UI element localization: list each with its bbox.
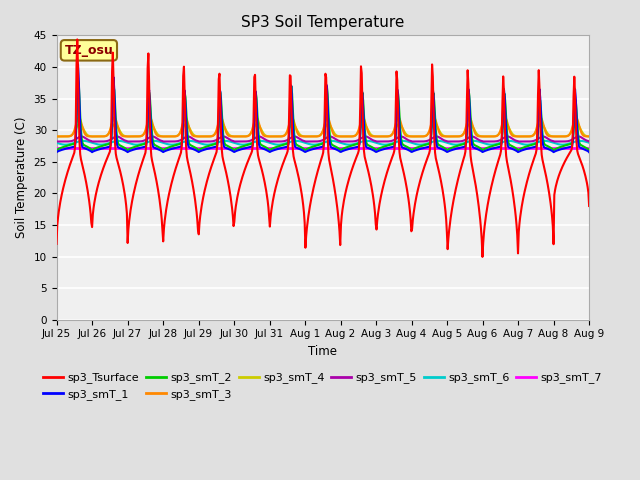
Y-axis label: Soil Temperature (C): Soil Temperature (C)	[15, 117, 28, 238]
Legend: sp3_Tsurface, sp3_smT_1, sp3_smT_2, sp3_smT_3, sp3_smT_4, sp3_smT_5, sp3_smT_6, : sp3_Tsurface, sp3_smT_1, sp3_smT_2, sp3_…	[39, 368, 607, 404]
Title: SP3 Soil Temperature: SP3 Soil Temperature	[241, 15, 404, 30]
X-axis label: Time: Time	[308, 345, 337, 358]
Text: TZ_osu: TZ_osu	[65, 44, 113, 57]
